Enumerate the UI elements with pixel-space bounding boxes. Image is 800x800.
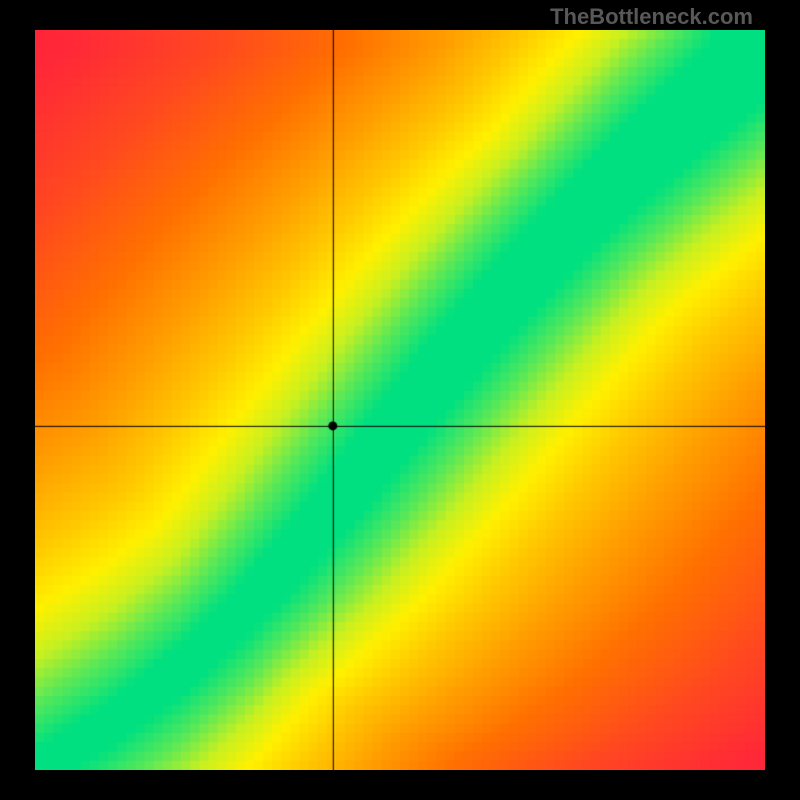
chart-frame: TheBottleneck.com [0,0,800,800]
watermark-text: TheBottleneck.com [550,4,753,30]
bottleneck-heatmap [35,30,765,770]
